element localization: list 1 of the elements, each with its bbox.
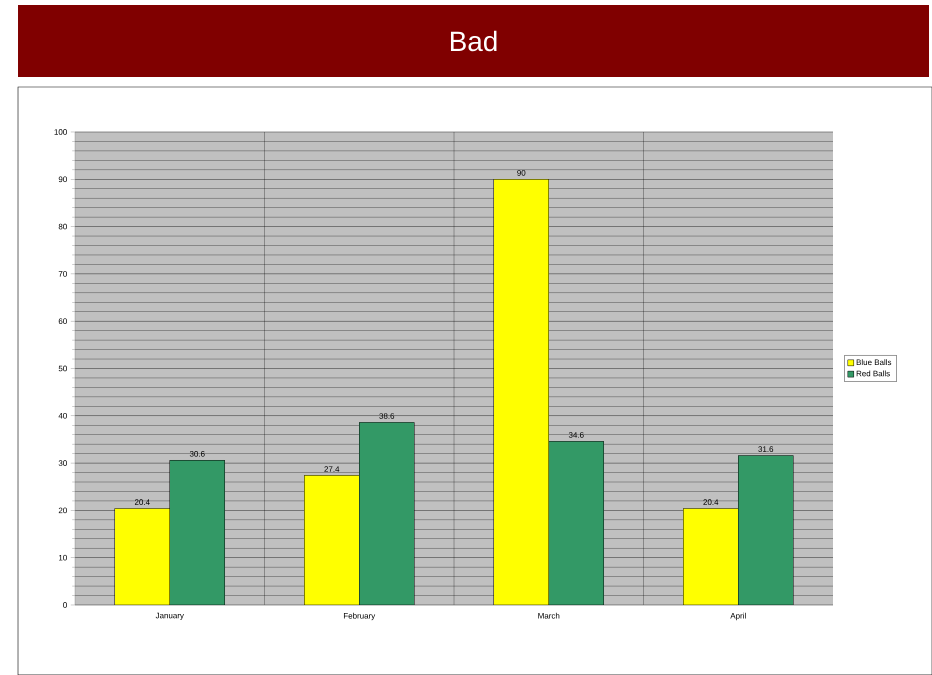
chart-title: Bad: [450, 30, 497, 52]
